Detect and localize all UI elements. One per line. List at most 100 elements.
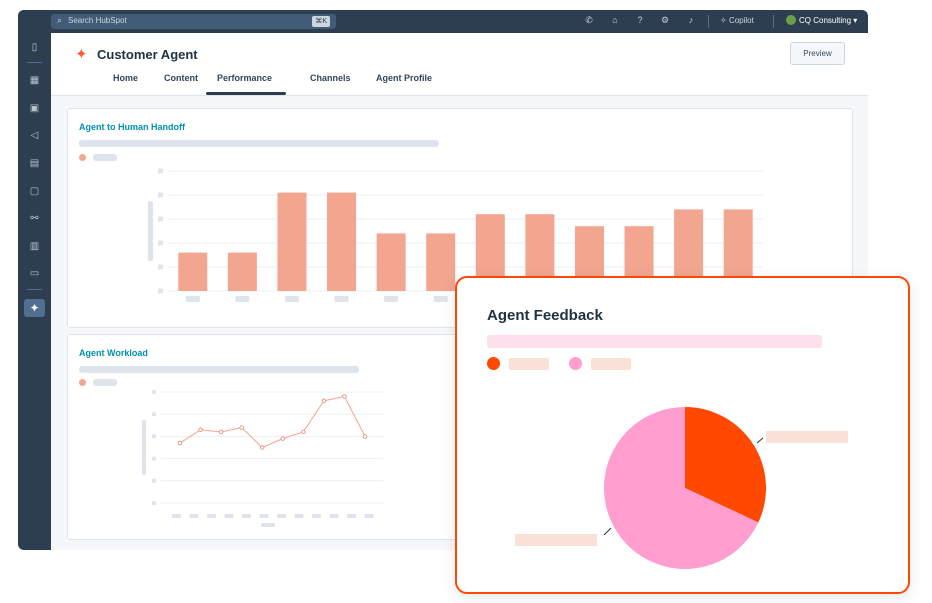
- x-tick-placeholder: [242, 514, 251, 518]
- search-placeholder: Search HubSpot: [68, 16, 127, 25]
- bookmark-icon[interactable]: ▯: [31, 42, 38, 53]
- tab-agent-profile[interactable]: Agent Profile: [376, 73, 433, 83]
- contacts-icon[interactable]: ▣: [29, 103, 40, 114]
- x-tick-placeholder: [277, 514, 286, 518]
- chevron-down-icon: ▾: [853, 16, 858, 25]
- automation-icon[interactable]: ⚯: [30, 213, 39, 224]
- workload-line-chart: [142, 390, 383, 527]
- help-icon[interactable]: ?: [637, 15, 643, 25]
- data-point: [198, 427, 203, 432]
- copilot-label: Copilot: [728, 16, 754, 25]
- x-tick-placeholder: [259, 514, 269, 518]
- subtitle-placeholder: [79, 140, 439, 147]
- x-tick-placeholder: [384, 296, 399, 302]
- data-point: [301, 429, 306, 435]
- tick-placeholder: [158, 216, 163, 222]
- topbar-divider: [708, 15, 709, 28]
- tab-performance[interactable]: Performance: [217, 73, 273, 83]
- legend-placeholder: [591, 358, 631, 370]
- leader-line: [603, 527, 612, 536]
- x-tick-placeholder: [235, 296, 250, 302]
- bell-icon[interactable]: ♪: [688, 15, 694, 25]
- agent-sparkle-icon: ✦: [75, 46, 88, 63]
- tick-placeholder: [152, 412, 156, 417]
- x-tick-placeholder: [294, 514, 304, 518]
- avatar: [786, 15, 796, 25]
- tick-placeholder: [152, 501, 156, 505]
- commerce-icon[interactable]: ▢: [29, 186, 40, 197]
- feedback-pie-chart: [515, 407, 848, 569]
- reports-icon[interactable]: ▥: [29, 241, 40, 252]
- tick-placeholder: [158, 288, 163, 294]
- feedback-card-title[interactable]: Agent Feedback: [487, 307, 603, 324]
- sidebar-divider: [27, 62, 42, 63]
- bar: [178, 252, 208, 291]
- x-tick-placeholder: [284, 296, 299, 302]
- preview-button[interactable]: Preview: [790, 42, 845, 65]
- search-shortcut: ⌘K: [312, 16, 330, 27]
- phone-icon[interactable]: ✆: [585, 15, 593, 25]
- tick-placeholder: [152, 478, 156, 483]
- sparkle-icon: ✧: [720, 16, 727, 25]
- search-icon: ⌕: [57, 15, 63, 25]
- legend-swatch: [79, 154, 86, 161]
- workload-card: Agent Workload: [67, 334, 477, 540]
- copilot-button[interactable]: ✧ Copilot: [720, 16, 754, 25]
- tick-placeholder: [152, 456, 156, 461]
- x-tick-placeholder: [172, 514, 181, 518]
- handoff-card-title[interactable]: Agent to Human Handoff: [79, 122, 185, 132]
- x-tick-placeholder: [347, 514, 356, 518]
- tick-placeholder: [152, 434, 156, 439]
- legend-placeholder: [509, 358, 549, 370]
- active-tab-indicator: [206, 92, 286, 95]
- handoff-bar-chart: [148, 168, 763, 302]
- tab-channels[interactable]: Channels: [310, 73, 351, 83]
- legend-swatch-orange: [487, 357, 500, 370]
- x-tick-placeholder: [224, 514, 234, 518]
- x-tick-placeholder: [334, 296, 349, 302]
- tick-placeholder: [158, 168, 163, 174]
- bar: [277, 192, 307, 291]
- slice-label-placeholder: [766, 431, 848, 443]
- x-tick-placeholder: [185, 296, 200, 302]
- workload-card-title[interactable]: Agent Workload: [79, 348, 148, 358]
- x-tick-placeholder: [329, 514, 339, 518]
- megaphone-icon[interactable]: ◁: [30, 130, 39, 141]
- account-menu[interactable]: CQ Consulting ▾: [786, 15, 857, 25]
- x-axis-label-placeholder: [261, 523, 275, 527]
- data-point: [177, 440, 183, 446]
- tab-content[interactable]: Content: [164, 73, 198, 83]
- agent-feedback-card: Agent Feedback: [455, 276, 910, 594]
- legend-placeholder: [93, 379, 117, 386]
- account-name: CQ Consulting: [799, 16, 852, 25]
- x-tick-placeholder: [364, 514, 374, 518]
- folder-icon[interactable]: ▭: [29, 268, 40, 279]
- data-point: [280, 436, 285, 441]
- pie-slice: [604, 407, 759, 569]
- x-tick-placeholder: [207, 514, 216, 518]
- main-content: Agent to Human Handoff Agent Workload: [51, 96, 868, 550]
- legend-placeholder: [93, 154, 117, 161]
- subtitle-placeholder: [79, 366, 359, 373]
- grid-icon[interactable]: ▦: [29, 75, 40, 86]
- inbox-icon[interactable]: ▤: [29, 158, 40, 169]
- data-point: [362, 434, 368, 439]
- page-title: Customer Agent: [97, 47, 198, 62]
- data-point: [218, 429, 224, 435]
- gear-icon[interactable]: ⚙: [660, 15, 670, 25]
- tab-home[interactable]: Home: [113, 73, 139, 83]
- marketplace-icon[interactable]: ⌂: [612, 15, 618, 25]
- search-input[interactable]: ⌕ Search HubSpot ⌘K: [51, 14, 336, 29]
- agent-sparkle-icon[interactable]: ✦: [24, 299, 45, 317]
- bar: [227, 252, 257, 291]
- axis-label-placeholder: [142, 420, 146, 475]
- bar: [327, 192, 357, 291]
- data-point: [260, 445, 265, 450]
- page-header: ✦ Customer Agent Preview Home Content Pe…: [51, 33, 868, 96]
- tick-placeholder: [158, 192, 163, 198]
- axis-label-placeholder: [148, 201, 153, 261]
- left-sidebar: ✺ ▯ ▦ ▣ ◁ ▤ ▢ ⚯ ▥ ▭ ✦: [18, 10, 51, 550]
- subtitle-placeholder: [487, 335, 822, 348]
- data-point: [342, 394, 347, 399]
- bar: [376, 233, 406, 291]
